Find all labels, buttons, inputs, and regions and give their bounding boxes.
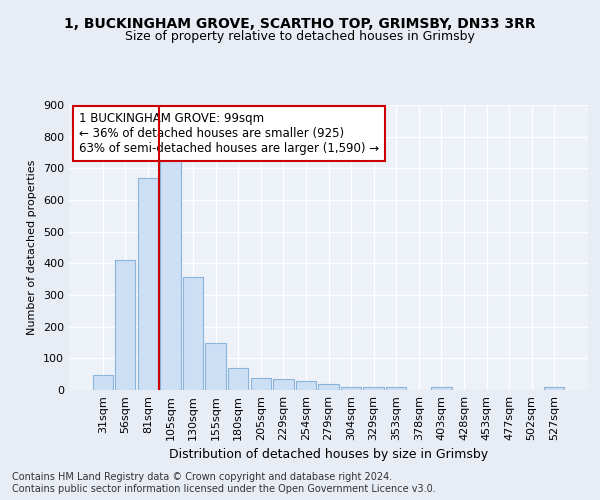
Bar [319, 384, 338, 390]
Bar [364, 387, 384, 390]
Bar [273, 379, 293, 390]
Bar [138, 178, 158, 390]
Text: Size of property relative to detached houses in Grimsby: Size of property relative to detached ho… [125, 30, 475, 43]
Text: 1 BUCKINGHAM GROVE: 99sqm
← 36% of detached houses are smaller (925)
63% of semi: 1 BUCKINGHAM GROVE: 99sqm ← 36% of detac… [79, 112, 380, 155]
Bar [431, 387, 452, 390]
Bar [205, 342, 226, 390]
Bar [296, 382, 316, 390]
Bar [115, 260, 136, 390]
Bar [386, 387, 406, 390]
Bar [544, 387, 565, 390]
Bar [228, 368, 248, 390]
Bar [251, 378, 271, 390]
Bar [92, 375, 113, 390]
Text: Contains HM Land Registry data © Crown copyright and database right 2024.: Contains HM Land Registry data © Crown c… [12, 472, 392, 482]
Text: Contains public sector information licensed under the Open Government Licence v3: Contains public sector information licen… [12, 484, 436, 494]
Y-axis label: Number of detached properties: Number of detached properties [28, 160, 37, 335]
Bar [160, 152, 181, 390]
Bar [183, 276, 203, 390]
Bar [341, 387, 361, 390]
X-axis label: Distribution of detached houses by size in Grimsby: Distribution of detached houses by size … [169, 448, 488, 462]
Text: 1, BUCKINGHAM GROVE, SCARTHO TOP, GRIMSBY, DN33 3RR: 1, BUCKINGHAM GROVE, SCARTHO TOP, GRIMSB… [64, 18, 536, 32]
